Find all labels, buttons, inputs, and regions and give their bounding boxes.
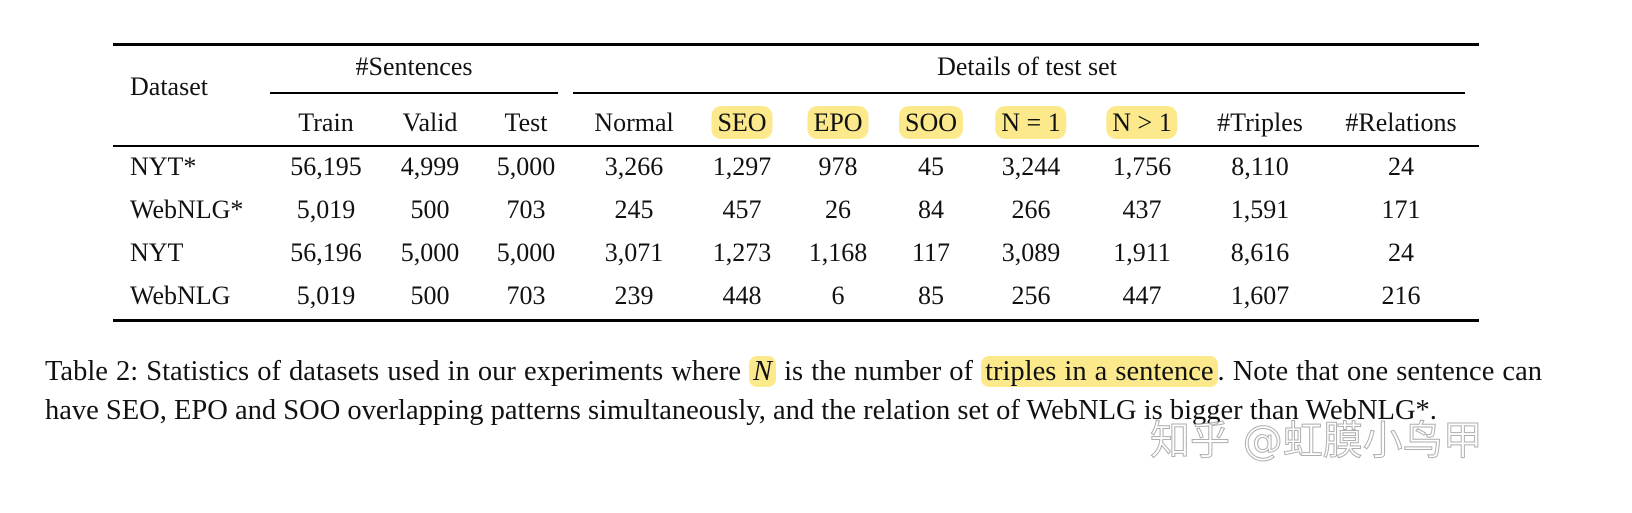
cell: 5,019	[296, 195, 356, 224]
column-header: Test	[505, 110, 548, 136]
header-cell: Dataset	[130, 72, 208, 101]
column-label: Train	[298, 108, 354, 137]
cell: 5,019	[296, 281, 356, 310]
column-label: N = 1	[995, 106, 1067, 139]
column-label: N > 1	[1106, 106, 1178, 139]
cell: 703	[506, 281, 546, 310]
cell: 447	[1122, 281, 1162, 310]
cell: 256	[1011, 281, 1051, 310]
column-label: SEO	[711, 106, 773, 139]
cell: 437	[1122, 195, 1162, 224]
cell: 239	[614, 281, 654, 310]
column-label: SOO	[898, 106, 964, 139]
cell: 85	[918, 281, 944, 310]
cell: 978	[818, 152, 858, 181]
group-header: #Sentences	[355, 52, 473, 81]
column-header: Valid	[403, 110, 458, 136]
cell: 3,089	[1001, 238, 1061, 267]
caption-text: is the number of	[776, 356, 982, 387]
column-header: #Triples	[1217, 110, 1303, 136]
group-rule	[270, 92, 558, 94]
top-rule	[113, 43, 1479, 46]
column-header: SEO	[711, 106, 773, 139]
column-label: Test	[504, 108, 548, 137]
cell: 500	[410, 281, 450, 310]
caption: Table 2: Statistics of datasets used in …	[45, 352, 1542, 430]
cell: 56,196	[290, 238, 362, 267]
column-header: N > 1	[1106, 106, 1178, 139]
column-label: Valid	[402, 108, 458, 137]
cell: 457	[722, 195, 762, 224]
cell: 24	[1388, 152, 1414, 181]
cell: 26	[825, 195, 851, 224]
cell: 5,000	[496, 152, 556, 181]
cell: 448	[722, 281, 762, 310]
cell: 3,071	[604, 238, 664, 267]
watermark: 知乎 @虹膜小鸟甲	[1150, 418, 1484, 465]
cell: 1,168	[808, 238, 868, 267]
group-rule	[573, 92, 1465, 94]
row-label: NYT*	[130, 152, 197, 181]
column-header: #Relations	[1345, 110, 1456, 136]
cell: 171	[1381, 195, 1421, 224]
cell: 266	[1011, 195, 1051, 224]
mid-rule	[113, 145, 1479, 147]
cell: 703	[506, 195, 546, 224]
cell: 1,756	[1112, 152, 1172, 181]
column-label: EPO	[807, 106, 869, 139]
cell: 8,110	[1231, 152, 1289, 181]
cell: 5,000	[496, 238, 556, 267]
caption-text: N	[749, 356, 777, 387]
column-header: EPO	[807, 106, 869, 139]
caption-text: triples in a sentence	[981, 356, 1218, 387]
cell: 216	[1381, 281, 1421, 310]
column-header: N = 1	[995, 106, 1067, 139]
cell: 45	[918, 152, 944, 181]
cell: 500	[410, 195, 450, 224]
row-label: WebNLG	[130, 281, 231, 310]
row-label: WebNLG*	[130, 195, 244, 224]
cell: 1,591	[1230, 195, 1290, 224]
bottom-rule	[113, 319, 1479, 322]
cell: 6	[831, 281, 845, 310]
column-header: Normal	[594, 110, 673, 136]
cell: 56,195	[290, 152, 362, 181]
column-header: SOO	[898, 106, 964, 139]
row-label: NYT	[130, 238, 184, 267]
column-label: #Relations	[1345, 108, 1457, 137]
column-header: Train	[298, 110, 353, 136]
cell: 1,607	[1230, 281, 1290, 310]
cell: 84	[918, 195, 944, 224]
cell: 24	[1388, 238, 1414, 267]
cell: 117	[911, 238, 951, 267]
cell: 8,616	[1230, 238, 1290, 267]
cell: 3,244	[1001, 152, 1061, 181]
column-label: #Triples	[1217, 108, 1303, 137]
cell: 1,273	[712, 238, 772, 267]
column-label: Normal	[594, 108, 674, 137]
cell: 1,297	[712, 152, 772, 181]
cell: 245	[614, 195, 654, 224]
group-header: Details of test set	[937, 52, 1117, 81]
cell: 4,999	[400, 152, 460, 181]
caption-text: Table 2: Statistics of datasets used in …	[45, 356, 750, 387]
cell: 1,911	[1113, 238, 1171, 267]
cell: 3,266	[604, 152, 664, 181]
caption-text: . Note that one sentence can have SEO, E…	[45, 356, 1542, 426]
cell: 5,000	[400, 238, 460, 267]
